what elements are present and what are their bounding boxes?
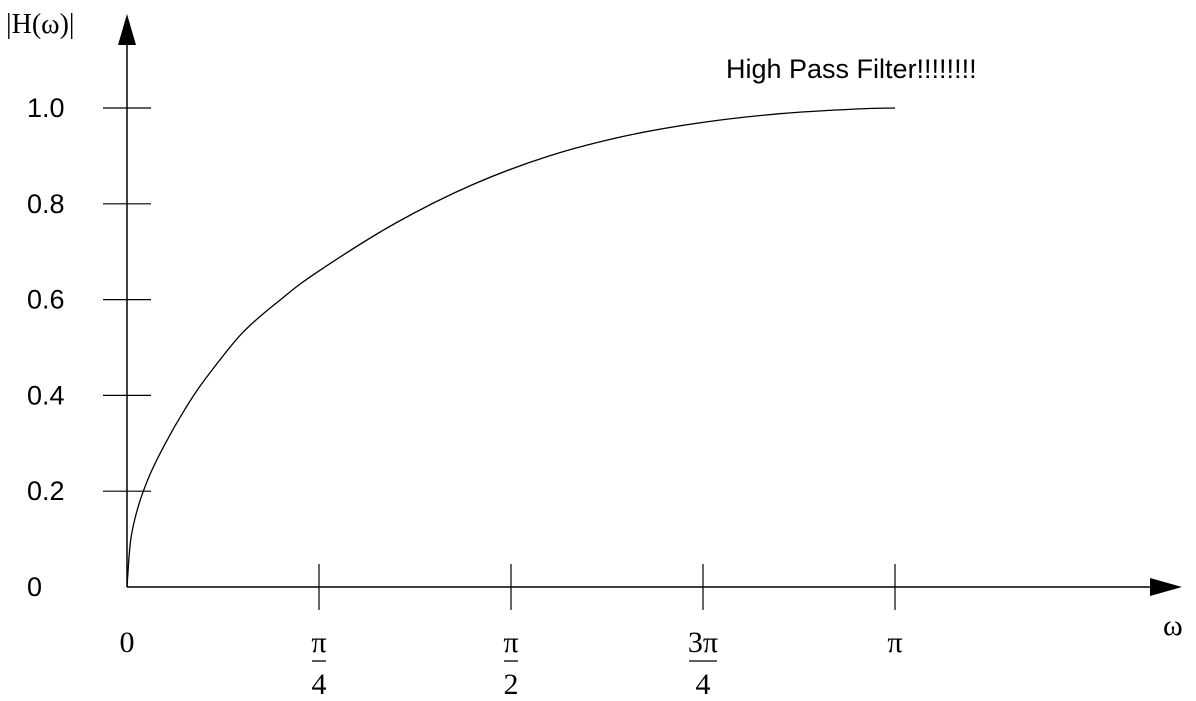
x-tick-label-numerator: 3π [688, 626, 718, 659]
chart-annotation: High Pass Filter!!!!!!!! [726, 54, 977, 84]
x-tick-label-denominator: 2 [504, 668, 519, 701]
y-axis-ticks: 1.0 0.8 0.6 0.4 0.2 0 [27, 93, 151, 602]
y-tick-label: 1.0 [27, 93, 65, 123]
x-axis-ticks: 0 π 4 π 2 3π 4 π [120, 564, 903, 701]
y-tick-label: 0.4 [27, 380, 65, 410]
x-axis-arrow [1150, 578, 1182, 596]
series-line [126, 107, 896, 588]
y-axis-label: |H(ω)| [6, 9, 75, 40]
y-tick-label: 0.6 [27, 285, 65, 315]
x-tick-label: 0 [120, 626, 135, 659]
y-axis-arrow [118, 14, 136, 45]
y-tick-label: 0.8 [27, 189, 65, 219]
x-tick-label: π [887, 626, 902, 659]
y-tick-label: 0 [27, 572, 42, 602]
axes [118, 14, 1182, 596]
y-tick-label: 0.2 [27, 476, 65, 506]
x-axis-label: ω [1163, 609, 1183, 642]
x-tick-label-numerator: π [503, 626, 518, 659]
x-tick-label-denominator: 4 [312, 668, 327, 701]
x-tick-label-numerator: π [311, 626, 326, 659]
x-tick-label-denominator: 4 [696, 668, 711, 701]
